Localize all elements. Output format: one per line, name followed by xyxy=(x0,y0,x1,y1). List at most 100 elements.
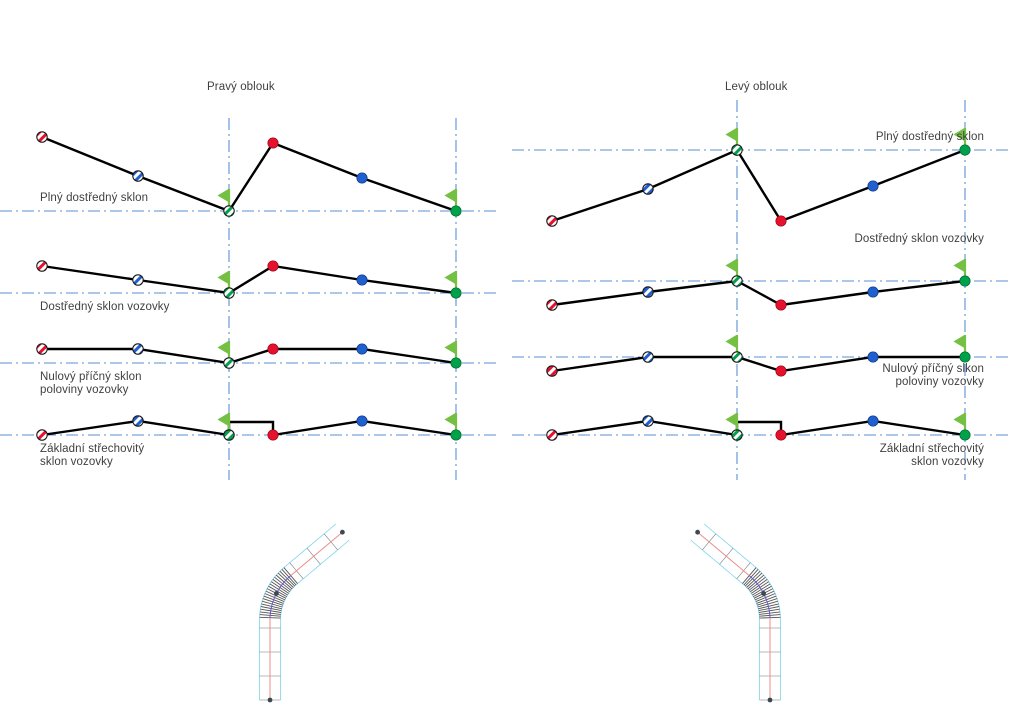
stage-label-levy-oblouk-dostredny-sklon-vozovky: Dostředný sklon vozovky xyxy=(854,233,984,245)
marker-red xyxy=(775,215,787,227)
plan-views-layer xyxy=(259,523,781,703)
flag-banner xyxy=(725,334,738,349)
plan-node-start xyxy=(767,697,773,703)
plan-node-end xyxy=(340,529,345,535)
point-marker-blue-hatched xyxy=(132,343,144,355)
marker-blue xyxy=(867,180,879,192)
point-marker-blue-hatched xyxy=(642,286,654,298)
point-marker-red-solid xyxy=(267,260,279,272)
point-marker-green-solid xyxy=(450,429,462,441)
profile-line-nulovy-pricny-sklon xyxy=(42,347,457,365)
plan-edge-left xyxy=(704,523,781,700)
plan-pravy-oblouk xyxy=(259,523,350,703)
point-marker-green-solid xyxy=(450,205,462,217)
point-marker-start-hatched xyxy=(546,299,558,311)
marker-green-hatched xyxy=(223,429,235,441)
panel-title-levy-oblouk: Levý oblouk xyxy=(725,81,788,93)
point-marker-blue-solid xyxy=(867,415,879,427)
profile-line-zakladni-strechovity-sklon xyxy=(551,419,966,437)
plan-axis-tangent-2 xyxy=(290,531,343,576)
marker-blue xyxy=(356,415,368,427)
marker-green xyxy=(959,429,971,441)
plan-edge-right xyxy=(259,523,336,700)
marker-blue xyxy=(356,343,368,355)
marker-blue-hatched xyxy=(642,286,654,298)
point-marker-start-hatched xyxy=(36,131,48,143)
point-marker-blue-solid xyxy=(356,172,368,184)
marker-green-hatched xyxy=(223,357,235,369)
flag-banner xyxy=(444,188,457,203)
marker-blue-hatched xyxy=(642,183,654,195)
point-marker-blue-solid xyxy=(867,351,879,363)
marker-blue xyxy=(867,286,879,298)
point-marker-start-hatched xyxy=(546,365,558,377)
marker-green xyxy=(450,429,462,441)
flag-banner xyxy=(725,412,738,427)
marker-green xyxy=(959,351,971,363)
plan-edge-left xyxy=(280,539,350,700)
point-marker-blue-solid xyxy=(867,286,879,298)
marker-start xyxy=(546,365,558,377)
marker-blue-hatched xyxy=(642,351,654,363)
point-marker-green-solid xyxy=(959,351,971,363)
point-marker-green-solid xyxy=(959,275,971,287)
marker-start xyxy=(36,429,48,441)
point-marker-blue-solid xyxy=(356,274,368,286)
marker-blue xyxy=(867,351,879,363)
point-marker-green-hatched xyxy=(223,205,235,217)
point-marker-green-hatched xyxy=(731,429,743,441)
flag-banner xyxy=(953,412,966,427)
point-marker-green-hatched xyxy=(223,429,235,441)
profile-lines-layer xyxy=(41,135,966,437)
point-marker-blue-solid xyxy=(356,415,368,427)
marker-blue-hatched xyxy=(132,343,144,355)
marker-green xyxy=(450,287,462,299)
marker-start xyxy=(36,343,48,355)
point-marker-blue-solid xyxy=(356,343,368,355)
panel-title-pravy-oblouk: Pravý oblouk xyxy=(207,81,275,93)
flag-banner xyxy=(953,258,966,273)
point-marker-red-solid xyxy=(267,429,279,441)
point-marker-green-hatched xyxy=(223,287,235,299)
marker-green-hatched xyxy=(731,351,743,363)
point-marker-green-solid xyxy=(959,144,971,156)
reference-lines-layer xyxy=(0,100,1010,480)
point-marker-start-hatched xyxy=(546,215,558,227)
marker-red xyxy=(775,429,787,441)
point-marker-blue-solid xyxy=(867,180,879,192)
marker-blue xyxy=(356,172,368,184)
marker-red xyxy=(775,299,787,311)
marker-start xyxy=(546,215,558,227)
point-marker-green-solid xyxy=(450,357,462,369)
point-marker-green-hatched xyxy=(731,144,743,156)
point-marker-start-hatched xyxy=(36,260,48,272)
marker-red xyxy=(267,260,279,272)
marker-start xyxy=(546,299,558,311)
plan-node-mid xyxy=(761,591,766,596)
flag-banner xyxy=(953,334,966,349)
stage-label-levy-oblouk-zakladni-strechovity-sklon: Základní střechovitý sklon vozovky xyxy=(879,443,984,468)
point-marker-red-solid xyxy=(775,299,787,311)
marker-green-hatched xyxy=(223,205,235,217)
marker-green-hatched xyxy=(223,287,235,299)
profile-line-plny-dostredny-sklon xyxy=(551,148,966,223)
point-marker-green-solid xyxy=(959,429,971,441)
flag-banner xyxy=(444,270,457,285)
stage-label-levy-oblouk-nulovy-pricny-sklon: Nulový příčný slkon poloviny vozovky xyxy=(882,363,984,388)
flag-banner xyxy=(217,270,230,285)
profile-line-nulovy-pricny-sklon xyxy=(551,355,965,373)
stage-label-pravy-oblouk-nulovy-pricny-sklon: Nulový příčný sklon poloviny vozovky xyxy=(40,371,142,396)
point-marker-blue-hatched xyxy=(642,351,654,363)
point-marker-blue-hatched xyxy=(642,415,654,427)
flag-banner xyxy=(953,127,966,142)
marker-blue-hatched xyxy=(132,415,144,427)
plan-axis-tangent-2 xyxy=(697,531,750,576)
flag-banner xyxy=(444,340,457,355)
point-marker-green-hatched xyxy=(731,275,743,287)
point-marker-red-solid xyxy=(267,137,279,149)
marker-blue-hatched xyxy=(132,170,144,182)
marker-red xyxy=(267,137,279,149)
marker-start xyxy=(546,429,558,441)
point-marker-start-hatched xyxy=(36,429,48,441)
